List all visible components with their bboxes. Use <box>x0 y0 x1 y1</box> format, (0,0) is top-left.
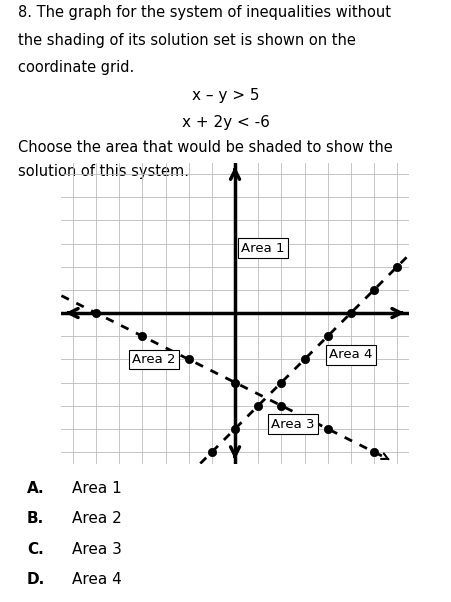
Text: Area 4: Area 4 <box>72 573 122 588</box>
Text: x – y > 5: x – y > 5 <box>192 88 259 103</box>
Text: Area 2: Area 2 <box>72 512 122 526</box>
Text: solution of this system.: solution of this system. <box>18 164 189 179</box>
Text: D.: D. <box>27 573 45 588</box>
Text: coordinate grid.: coordinate grid. <box>18 60 134 75</box>
Text: Area 2: Area 2 <box>132 353 175 366</box>
Text: Area 1: Area 1 <box>72 481 122 496</box>
Text: the shading of its solution set is shown on the: the shading of its solution set is shown… <box>18 33 355 48</box>
Text: Choose the area that would be shaded to show the: Choose the area that would be shaded to … <box>18 140 392 155</box>
Text: Area 4: Area 4 <box>328 348 372 361</box>
Text: x + 2y < -6: x + 2y < -6 <box>182 116 269 131</box>
Text: Area 3: Area 3 <box>271 418 314 430</box>
Text: C.: C. <box>27 542 44 557</box>
Text: Area 1: Area 1 <box>240 242 284 255</box>
Text: Area 3: Area 3 <box>72 542 122 557</box>
Text: 8. The graph for the system of inequalities without: 8. The graph for the system of inequalit… <box>18 5 390 20</box>
Text: B.: B. <box>27 512 44 526</box>
Text: A.: A. <box>27 481 45 496</box>
